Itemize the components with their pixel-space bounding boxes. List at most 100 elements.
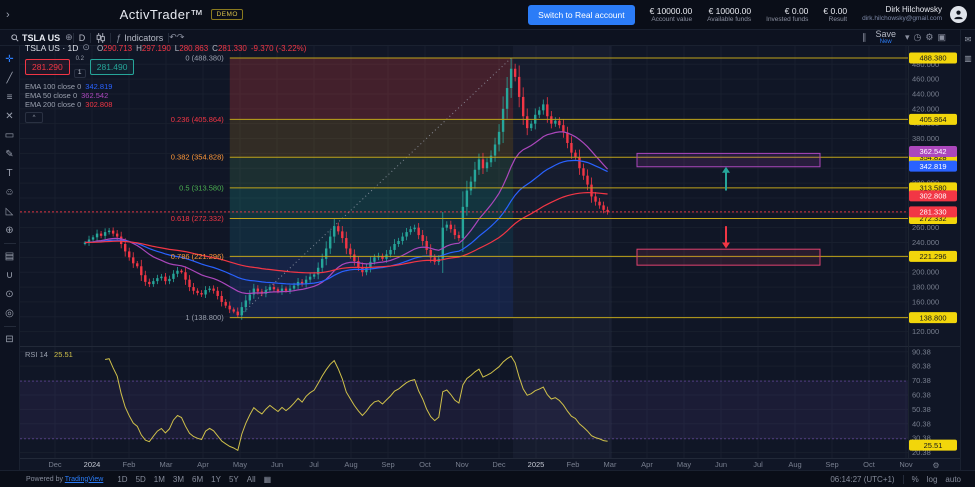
panels-icon[interactable]: ▥ [964, 54, 972, 63]
save-layout-button[interactable]: Save New [875, 28, 897, 45]
switch-to-real-account-button[interactable]: Switch to Real account [528, 4, 635, 25]
svg-text:0.618 (272.332): 0.618 (272.332) [171, 214, 224, 223]
clock[interactable]: 06:14:27 (UTC+1) [830, 474, 895, 484]
zoom-in-tool[interactable]: ⊕ [5, 225, 14, 236]
sell-button[interactable]: 281.290 [25, 59, 70, 75]
expand-sidebar-icon[interactable]: › [6, 8, 10, 21]
crosshair-tool[interactable]: ✛ [5, 54, 14, 65]
tradingview-link[interactable]: TradingView [64, 475, 104, 483]
header-right: Switch to Real account € 10000.00 Account… [528, 4, 975, 25]
user-block: Dirk Hilchowsky dirk.hilchowsky@gmail.co… [862, 5, 942, 23]
fib-retracement-tool[interactable]: ≡ [6, 92, 13, 103]
svg-text:1 (138.800): 1 (138.800) [185, 313, 224, 322]
range-1d[interactable]: 1D [117, 474, 128, 484]
position-tool[interactable]: ▭ [4, 130, 15, 141]
rsi-value: 25.51 [54, 350, 73, 359]
user-email: dirk.hilchowsky@gmail.com [862, 15, 942, 23]
range-1y[interactable]: 1Y [211, 474, 221, 484]
svg-text:60.38: 60.38 [912, 390, 931, 399]
indicator-legend-row: EMA 50 close 0 362.542 [25, 91, 109, 100]
chart-legend: TSLA US · 1D ⊙ O290.713 H297.190 L280.863 C… [25, 42, 306, 123]
chart-style-button[interactable] [91, 30, 110, 46]
svg-text:20.38: 20.38 [912, 448, 931, 457]
range-5d[interactable]: 5D [135, 474, 146, 484]
range-3m[interactable]: 3M [172, 474, 185, 484]
svg-text:342.819: 342.819 [919, 162, 946, 171]
chart-canvas[interactable]: 0 (488.380) 0.236 (405.864) 0.382 (354.828… [20, 46, 960, 470]
snapshot-icon[interactable]: ▣ [937, 32, 946, 42]
chart-settings-icon[interactable]: ⚙ [925, 32, 934, 42]
brush-tool[interactable]: ✎ [5, 149, 14, 160]
log-scale-toggle[interactable]: log [926, 474, 938, 484]
svg-text:0.382 (354.828): 0.382 (354.828) [171, 153, 224, 162]
svg-text:Mar: Mar [604, 460, 617, 469]
svg-text:0.786 (221.296): 0.786 (221.296) [171, 252, 224, 261]
svg-text:Jul: Jul [309, 460, 319, 469]
app-header: › ActivTrader™ DEMO Switch to Real accou… [0, 0, 975, 30]
toolbar-right-group: ∥ Save New ▾ ◷ ⚙ ▣ [862, 28, 960, 46]
toolbar-divider [72, 32, 74, 43]
magnet-tool[interactable]: ∪ [5, 270, 14, 281]
save-layout-name: New [879, 38, 892, 45]
svg-text:221.296: 221.296 [919, 252, 946, 261]
collapse-legend-chip[interactable]: ^ [25, 112, 43, 123]
redo-icon[interactable]: ↷ [176, 32, 185, 42]
hide-drawings-tool[interactable]: ◎ [5, 308, 14, 319]
symbol-search[interactable]: TSLA US [6, 30, 65, 46]
pattern-tool[interactable]: ✕ [5, 111, 14, 122]
account-stat: € 0.00 Invested funds [766, 5, 809, 23]
quantity-field[interactable]: 1 [73, 69, 86, 78]
person-icon [954, 10, 963, 20]
svg-text:Aug: Aug [788, 460, 801, 469]
svg-text:Sep: Sep [381, 460, 394, 469]
visibility-eye-icon[interactable]: ⊙ [82, 42, 90, 52]
measure-tool[interactable]: ◺ [5, 206, 14, 217]
svg-text:0.5 (313.580): 0.5 (313.580) [179, 183, 224, 192]
timeframe-button[interactable]: D [78, 32, 86, 43]
goto-date-icon[interactable]: ▦ [263, 474, 272, 484]
toolbar-divider [110, 32, 112, 43]
remove-drawings-tool[interactable]: ⊟ [5, 334, 14, 345]
messages-icon[interactable]: ✉ [964, 35, 972, 44]
symbol-label: TSLA US [22, 32, 61, 43]
trend-line-tool[interactable]: ╱ [6, 73, 13, 84]
svg-text:Nov: Nov [455, 460, 469, 469]
bottom-bar: Powered by TradingView 1D 5D 1M 3M 6M 1Y 5Y All… [0, 470, 975, 487]
range-6m[interactable]: 6M [192, 474, 204, 484]
templates-tool[interactable]: ▤ [4, 251, 15, 262]
undo-icon[interactable]: ↶ [169, 32, 177, 42]
svg-text:50.38: 50.38 [912, 405, 931, 414]
svg-text:Mar: Mar [160, 460, 173, 469]
auto-scale-toggle[interactable]: auto [945, 474, 961, 484]
svg-text:Jun: Jun [271, 460, 283, 469]
svg-text:Jul: Jul [753, 460, 763, 469]
range-1m[interactable]: 1M [153, 474, 165, 484]
lock-all-tool[interactable]: ⊙ [5, 289, 14, 300]
user-avatar[interactable] [950, 6, 967, 23]
caret-down-icon[interactable]: ▾ [905, 32, 910, 42]
svg-text:200.000: 200.000 [912, 268, 939, 277]
rsi-legend: RSI 14 25.51 [25, 350, 73, 359]
alert-icon[interactable]: ◷ [913, 32, 922, 42]
range-all[interactable]: All [246, 474, 256, 484]
svg-text:70.38: 70.38 [912, 376, 931, 385]
account-stat: € 0.00 Result [823, 5, 848, 23]
svg-text:Oct: Oct [419, 460, 432, 469]
emoji-tool[interactable]: ☺ [4, 187, 15, 198]
range-5y[interactable]: 5Y [228, 474, 239, 484]
svg-text:240.000: 240.000 [912, 238, 939, 247]
account-stat: € 10000.00 Account value [649, 5, 693, 23]
spread-value: 0.2 [75, 56, 84, 62]
legend-symbol[interactable]: TSLA US · 1D [25, 42, 79, 53]
svg-text:460.000: 460.000 [912, 75, 939, 84]
indicator-legends: EMA 100 close 0 342.819 EMA 50 close 0 362.… [25, 82, 306, 109]
buy-button[interactable]: 281.490 [89, 59, 135, 75]
compare-symbol-icon[interactable]: ⊕ [65, 32, 73, 42]
layout-icon[interactable]: ∥ [862, 32, 867, 42]
text-tool[interactable]: T [6, 168, 13, 179]
svg-text:Apr: Apr [197, 460, 209, 469]
percent-scale-toggle[interactable]: % [911, 474, 919, 484]
indicators-button[interactable]: ƒ Indicators [116, 32, 164, 43]
spread-qty: 0.2 1 [72, 56, 88, 78]
